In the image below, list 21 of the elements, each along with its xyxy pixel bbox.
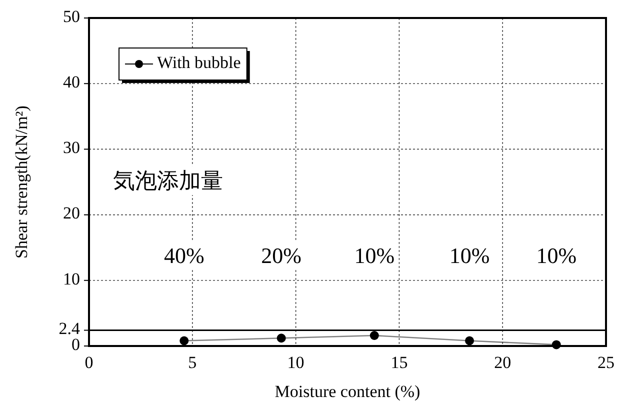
- x-axis-title: Moisture content (%): [274, 382, 420, 401]
- y-tick-label: 40: [63, 72, 80, 92]
- annotation: 40%: [164, 243, 204, 268]
- x-tick-label: 25: [598, 353, 614, 372]
- x-tick-label: 15: [390, 353, 408, 372]
- y-tick-label: 20: [63, 204, 80, 223]
- annotation: 10%: [449, 243, 490, 268]
- annotation: 10%: [536, 243, 577, 268]
- annotation: 20%: [261, 243, 302, 268]
- y-tick-label: 50: [63, 6, 80, 26]
- y-axis-title: Shear strength(kN/m²): [12, 106, 31, 258]
- annotation: 10%: [354, 243, 395, 268]
- x-tick-label: 20: [494, 353, 512, 372]
- y-tick-label: 10: [63, 269, 80, 288]
- legend: With bubble: [118, 48, 250, 83]
- annotation: 気泡添加量: [113, 168, 223, 194]
- x-tick-label: 0: [84, 353, 94, 372]
- legend-label: With bubble: [157, 52, 241, 72]
- x-tick-label: 5: [188, 353, 197, 372]
- y-tick-label: 30: [63, 138, 80, 158]
- x-tick-label: 10: [287, 353, 304, 372]
